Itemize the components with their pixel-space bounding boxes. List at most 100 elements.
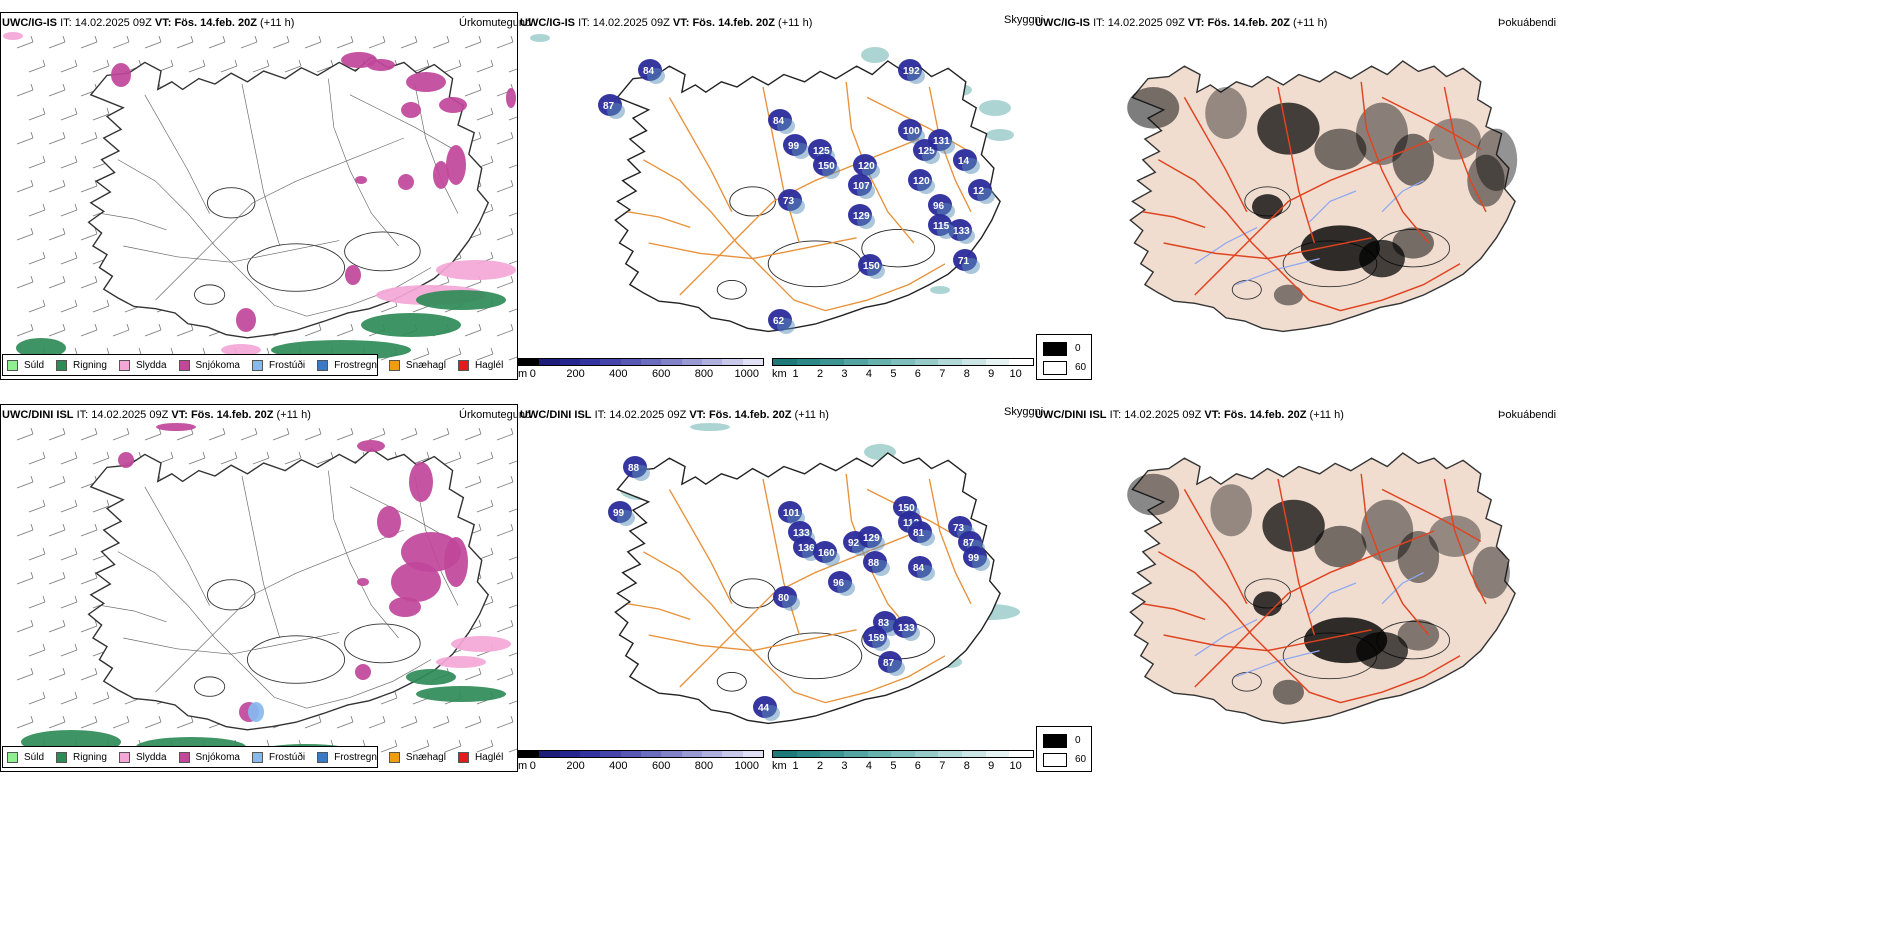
cloud-base-label: 99 (788, 141, 800, 152)
precip-legend-item: Snjókoma (178, 751, 240, 763)
cloud-base-label: 80 (778, 593, 790, 604)
fog-title-row2: Þokuábendi (1498, 409, 1557, 421)
colorbar-cell (985, 751, 1010, 757)
wind-barb (464, 475, 482, 489)
colorbar-cell (914, 359, 939, 365)
colorbar-cell (600, 751, 621, 757)
road (1142, 211, 1206, 229)
fog-legend-row2: 0 60 (1036, 726, 1092, 772)
wind-barb (444, 347, 462, 361)
wind-barb (28, 299, 46, 313)
wind-barb (380, 739, 398, 753)
wind-barb (496, 131, 514, 145)
cloud-base-label: 160 (818, 548, 835, 559)
colorbar-cell (579, 751, 601, 757)
wind-barb (144, 427, 162, 441)
cloud-base-label: 87 (883, 658, 895, 669)
road (648, 237, 857, 260)
wind-barb (508, 508, 517, 513)
colorbar-cell (620, 751, 641, 757)
precip-legend-label: Frostregn (334, 359, 377, 371)
visibility-colorbar-row1: km 1 2 3 4 5 6 7 8 9 10 (772, 358, 1034, 382)
wind-barb (92, 691, 110, 705)
wind-barb (508, 356, 517, 361)
precip-area (446, 145, 466, 185)
wind-barb (496, 227, 514, 241)
wind-barb (464, 715, 482, 729)
colorbar-cell (559, 751, 580, 757)
colorbar-cell (519, 359, 540, 365)
cloud-base-fringe (957, 228, 975, 244)
vis-header-row2: UWC/DINI ISL IT: 14.02.2025 09Z VT: Fös.… (520, 409, 829, 421)
colorbar-cell (938, 751, 963, 757)
road (117, 551, 432, 709)
wind-barb (176, 323, 194, 337)
cloud-base-fringe (837, 580, 855, 596)
colorbar-cell (938, 359, 963, 365)
precip-legend-label: Slydda (135, 751, 167, 763)
road (1443, 86, 1487, 213)
colorbar-cell (891, 751, 915, 757)
cloud-base-fringe (922, 148, 940, 164)
precip-type-panel-row2 (0, 404, 518, 772)
colorbar-tick: 0 (529, 760, 536, 772)
wind-barb (412, 59, 430, 73)
wind-barb (272, 35, 290, 49)
wind-barb (16, 715, 34, 729)
colorbar-tick: 9 (988, 760, 995, 772)
colorbar-cell (796, 359, 821, 365)
precip-legend-label: Snæhagl (405, 751, 446, 763)
precip-legend-item: Frostúði (251, 751, 305, 763)
river (1381, 572, 1424, 605)
colorbar-cell (722, 751, 743, 757)
wind-barb (92, 107, 110, 121)
wind-barb (60, 155, 78, 169)
colorbar-cell (579, 359, 601, 365)
cloud-base-fringe (867, 535, 885, 551)
wind-barb (304, 35, 322, 49)
precip-area (436, 656, 486, 668)
fog-map-row2 (1127, 452, 1516, 725)
precip-legend-swatch (317, 751, 329, 763)
road (328, 470, 399, 639)
colorbar-cell (843, 751, 868, 757)
precip-legend-swatch (457, 751, 469, 763)
fog-legend-swatch (1043, 342, 1067, 356)
colorbar-cell (796, 751, 821, 757)
road (928, 86, 972, 213)
road (155, 137, 405, 301)
wind-barb (496, 571, 514, 585)
wind-barb (188, 59, 206, 73)
wind-barb (16, 427, 34, 441)
fog-area (1127, 473, 1180, 516)
precip-legend-swatch (457, 359, 469, 371)
river (1381, 180, 1424, 213)
wind-barb (464, 667, 482, 681)
cloud-base-fringe (917, 565, 935, 581)
wind-barb (80, 427, 98, 441)
wind-barb (112, 323, 130, 337)
precip-area (111, 63, 131, 87)
colorbar-tick: 2 (816, 368, 824, 380)
wind-barb (496, 715, 514, 729)
wind-barb (48, 427, 66, 441)
river (1308, 190, 1357, 223)
precip-area (398, 174, 414, 190)
cloud-base-fringe (962, 158, 980, 174)
glacier-outline (344, 623, 421, 664)
colorbar-cell (773, 359, 797, 365)
wind-barb (496, 427, 514, 441)
wind-barb (496, 475, 514, 489)
fog-legend-swatch (1043, 753, 1067, 767)
cloud-base-fringe (792, 143, 810, 159)
precip-legend-swatch (7, 359, 18, 371)
wind-barb (496, 35, 514, 49)
colorbar-tick: 400 (609, 368, 628, 380)
precip-legend-row1: Súld Rigning Slydda Snjókoma Frostúði Frostre… (2, 354, 503, 376)
road (123, 240, 340, 263)
glacier-outline (716, 279, 747, 300)
wind-barb (80, 619, 98, 633)
colorbar-cell (681, 359, 702, 365)
wind-barb (412, 451, 430, 465)
